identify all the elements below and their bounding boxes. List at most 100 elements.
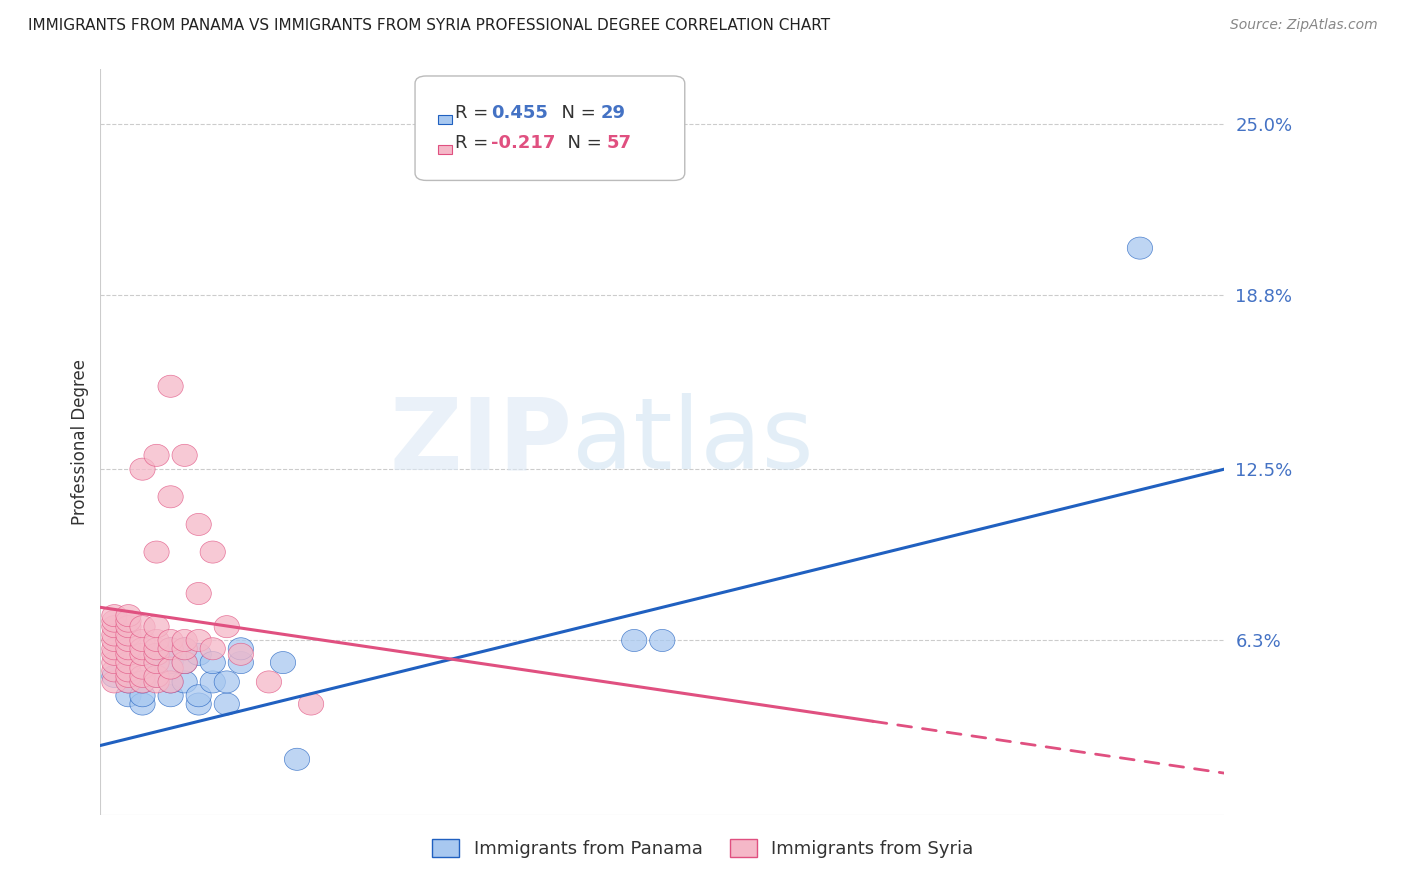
Ellipse shape <box>186 514 211 535</box>
Ellipse shape <box>214 615 239 638</box>
Ellipse shape <box>115 643 141 665</box>
Ellipse shape <box>115 671 141 693</box>
Ellipse shape <box>157 671 183 693</box>
Ellipse shape <box>172 638 197 660</box>
Ellipse shape <box>200 638 225 660</box>
Ellipse shape <box>129 671 155 693</box>
Ellipse shape <box>186 693 211 715</box>
Text: R =: R = <box>454 134 494 153</box>
Ellipse shape <box>143 665 169 688</box>
Ellipse shape <box>172 444 197 467</box>
Ellipse shape <box>143 615 169 638</box>
Ellipse shape <box>186 630 211 651</box>
Ellipse shape <box>200 541 225 563</box>
Ellipse shape <box>157 638 183 660</box>
Ellipse shape <box>172 630 197 651</box>
Ellipse shape <box>157 376 183 397</box>
Text: 29: 29 <box>600 104 626 122</box>
Ellipse shape <box>143 643 169 665</box>
FancyBboxPatch shape <box>437 145 453 154</box>
Ellipse shape <box>143 444 169 467</box>
Text: N =: N = <box>550 104 602 122</box>
Ellipse shape <box>129 657 155 679</box>
Ellipse shape <box>101 651 127 673</box>
Ellipse shape <box>129 615 155 638</box>
Ellipse shape <box>172 671 197 693</box>
Ellipse shape <box>143 643 169 665</box>
Ellipse shape <box>143 671 169 693</box>
FancyBboxPatch shape <box>415 76 685 180</box>
Ellipse shape <box>115 685 141 706</box>
Text: -0.217: -0.217 <box>491 134 555 153</box>
Ellipse shape <box>101 643 127 665</box>
Ellipse shape <box>129 630 155 651</box>
Ellipse shape <box>129 693 155 715</box>
Ellipse shape <box>200 651 225 673</box>
Ellipse shape <box>115 610 141 632</box>
Text: N =: N = <box>555 134 607 153</box>
Ellipse shape <box>284 748 309 771</box>
Text: 57: 57 <box>606 134 631 153</box>
Ellipse shape <box>172 651 197 673</box>
Ellipse shape <box>157 657 183 679</box>
Ellipse shape <box>101 638 127 660</box>
Ellipse shape <box>157 685 183 706</box>
Ellipse shape <box>186 643 211 665</box>
Ellipse shape <box>101 665 127 688</box>
Ellipse shape <box>157 638 183 660</box>
Ellipse shape <box>115 638 141 660</box>
Ellipse shape <box>621 630 647 651</box>
Ellipse shape <box>186 685 211 706</box>
Ellipse shape <box>115 624 141 646</box>
Ellipse shape <box>115 651 141 673</box>
Ellipse shape <box>129 638 155 660</box>
Ellipse shape <box>214 693 239 715</box>
Text: ZIP: ZIP <box>389 393 572 490</box>
Ellipse shape <box>172 638 197 660</box>
Ellipse shape <box>157 671 183 693</box>
Ellipse shape <box>157 486 183 508</box>
FancyBboxPatch shape <box>437 115 453 125</box>
Ellipse shape <box>115 630 141 651</box>
Ellipse shape <box>129 643 155 665</box>
Ellipse shape <box>228 643 253 665</box>
Ellipse shape <box>101 605 127 627</box>
Ellipse shape <box>115 671 141 693</box>
Ellipse shape <box>228 651 253 673</box>
Ellipse shape <box>129 665 155 688</box>
Ellipse shape <box>143 630 169 651</box>
Ellipse shape <box>157 651 183 673</box>
Ellipse shape <box>101 624 127 646</box>
Y-axis label: Professional Degree: Professional Degree <box>72 359 89 524</box>
Text: IMMIGRANTS FROM PANAMA VS IMMIGRANTS FROM SYRIA PROFESSIONAL DEGREE CORRELATION : IMMIGRANTS FROM PANAMA VS IMMIGRANTS FRO… <box>28 18 831 33</box>
Text: R =: R = <box>454 104 494 122</box>
Ellipse shape <box>1128 237 1153 260</box>
Ellipse shape <box>143 651 169 673</box>
Ellipse shape <box>214 671 239 693</box>
Ellipse shape <box>143 665 169 688</box>
Ellipse shape <box>101 671 127 693</box>
Ellipse shape <box>298 693 323 715</box>
Legend: Immigrants from Panama, Immigrants from Syria: Immigrants from Panama, Immigrants from … <box>425 831 981 865</box>
Ellipse shape <box>228 638 253 660</box>
Ellipse shape <box>115 605 141 627</box>
Ellipse shape <box>129 671 155 693</box>
Ellipse shape <box>143 638 169 660</box>
Ellipse shape <box>157 630 183 651</box>
Ellipse shape <box>270 651 295 673</box>
Ellipse shape <box>172 651 197 673</box>
Ellipse shape <box>129 458 155 480</box>
Ellipse shape <box>115 615 141 638</box>
Text: Source: ZipAtlas.com: Source: ZipAtlas.com <box>1230 18 1378 32</box>
Ellipse shape <box>101 610 127 632</box>
Ellipse shape <box>650 630 675 651</box>
Ellipse shape <box>186 582 211 605</box>
Ellipse shape <box>143 651 169 673</box>
Ellipse shape <box>200 671 225 693</box>
Ellipse shape <box>115 660 141 681</box>
Ellipse shape <box>101 615 127 638</box>
Text: 0.455: 0.455 <box>491 104 548 122</box>
Ellipse shape <box>115 665 141 688</box>
Ellipse shape <box>101 660 127 681</box>
Text: atlas: atlas <box>572 393 814 490</box>
